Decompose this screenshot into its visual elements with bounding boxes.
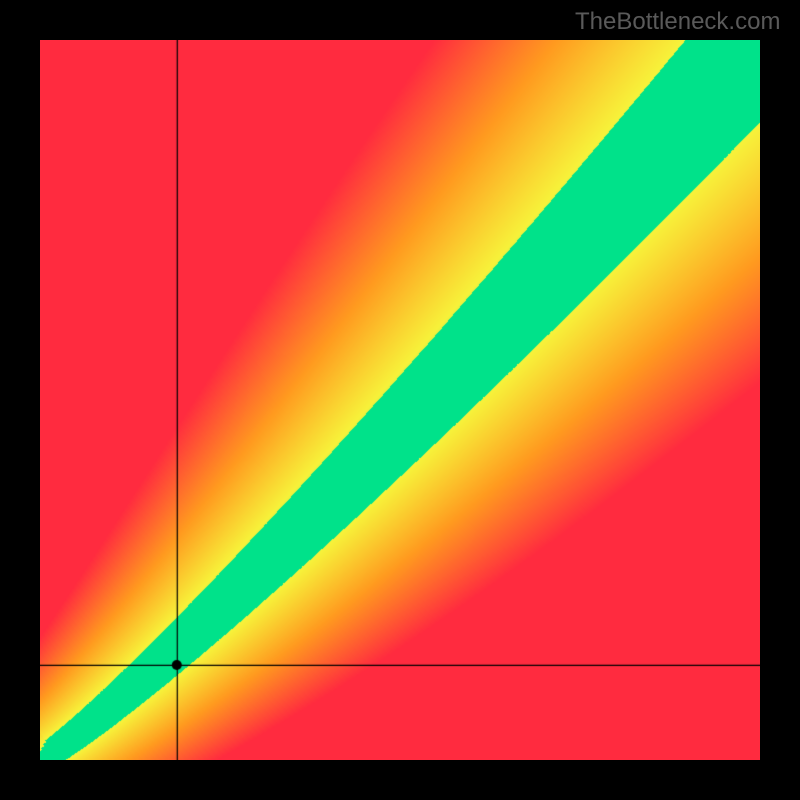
watermark-text: TheBottleneck.com	[575, 8, 780, 36]
bottleneck-heatmap	[40, 40, 760, 760]
